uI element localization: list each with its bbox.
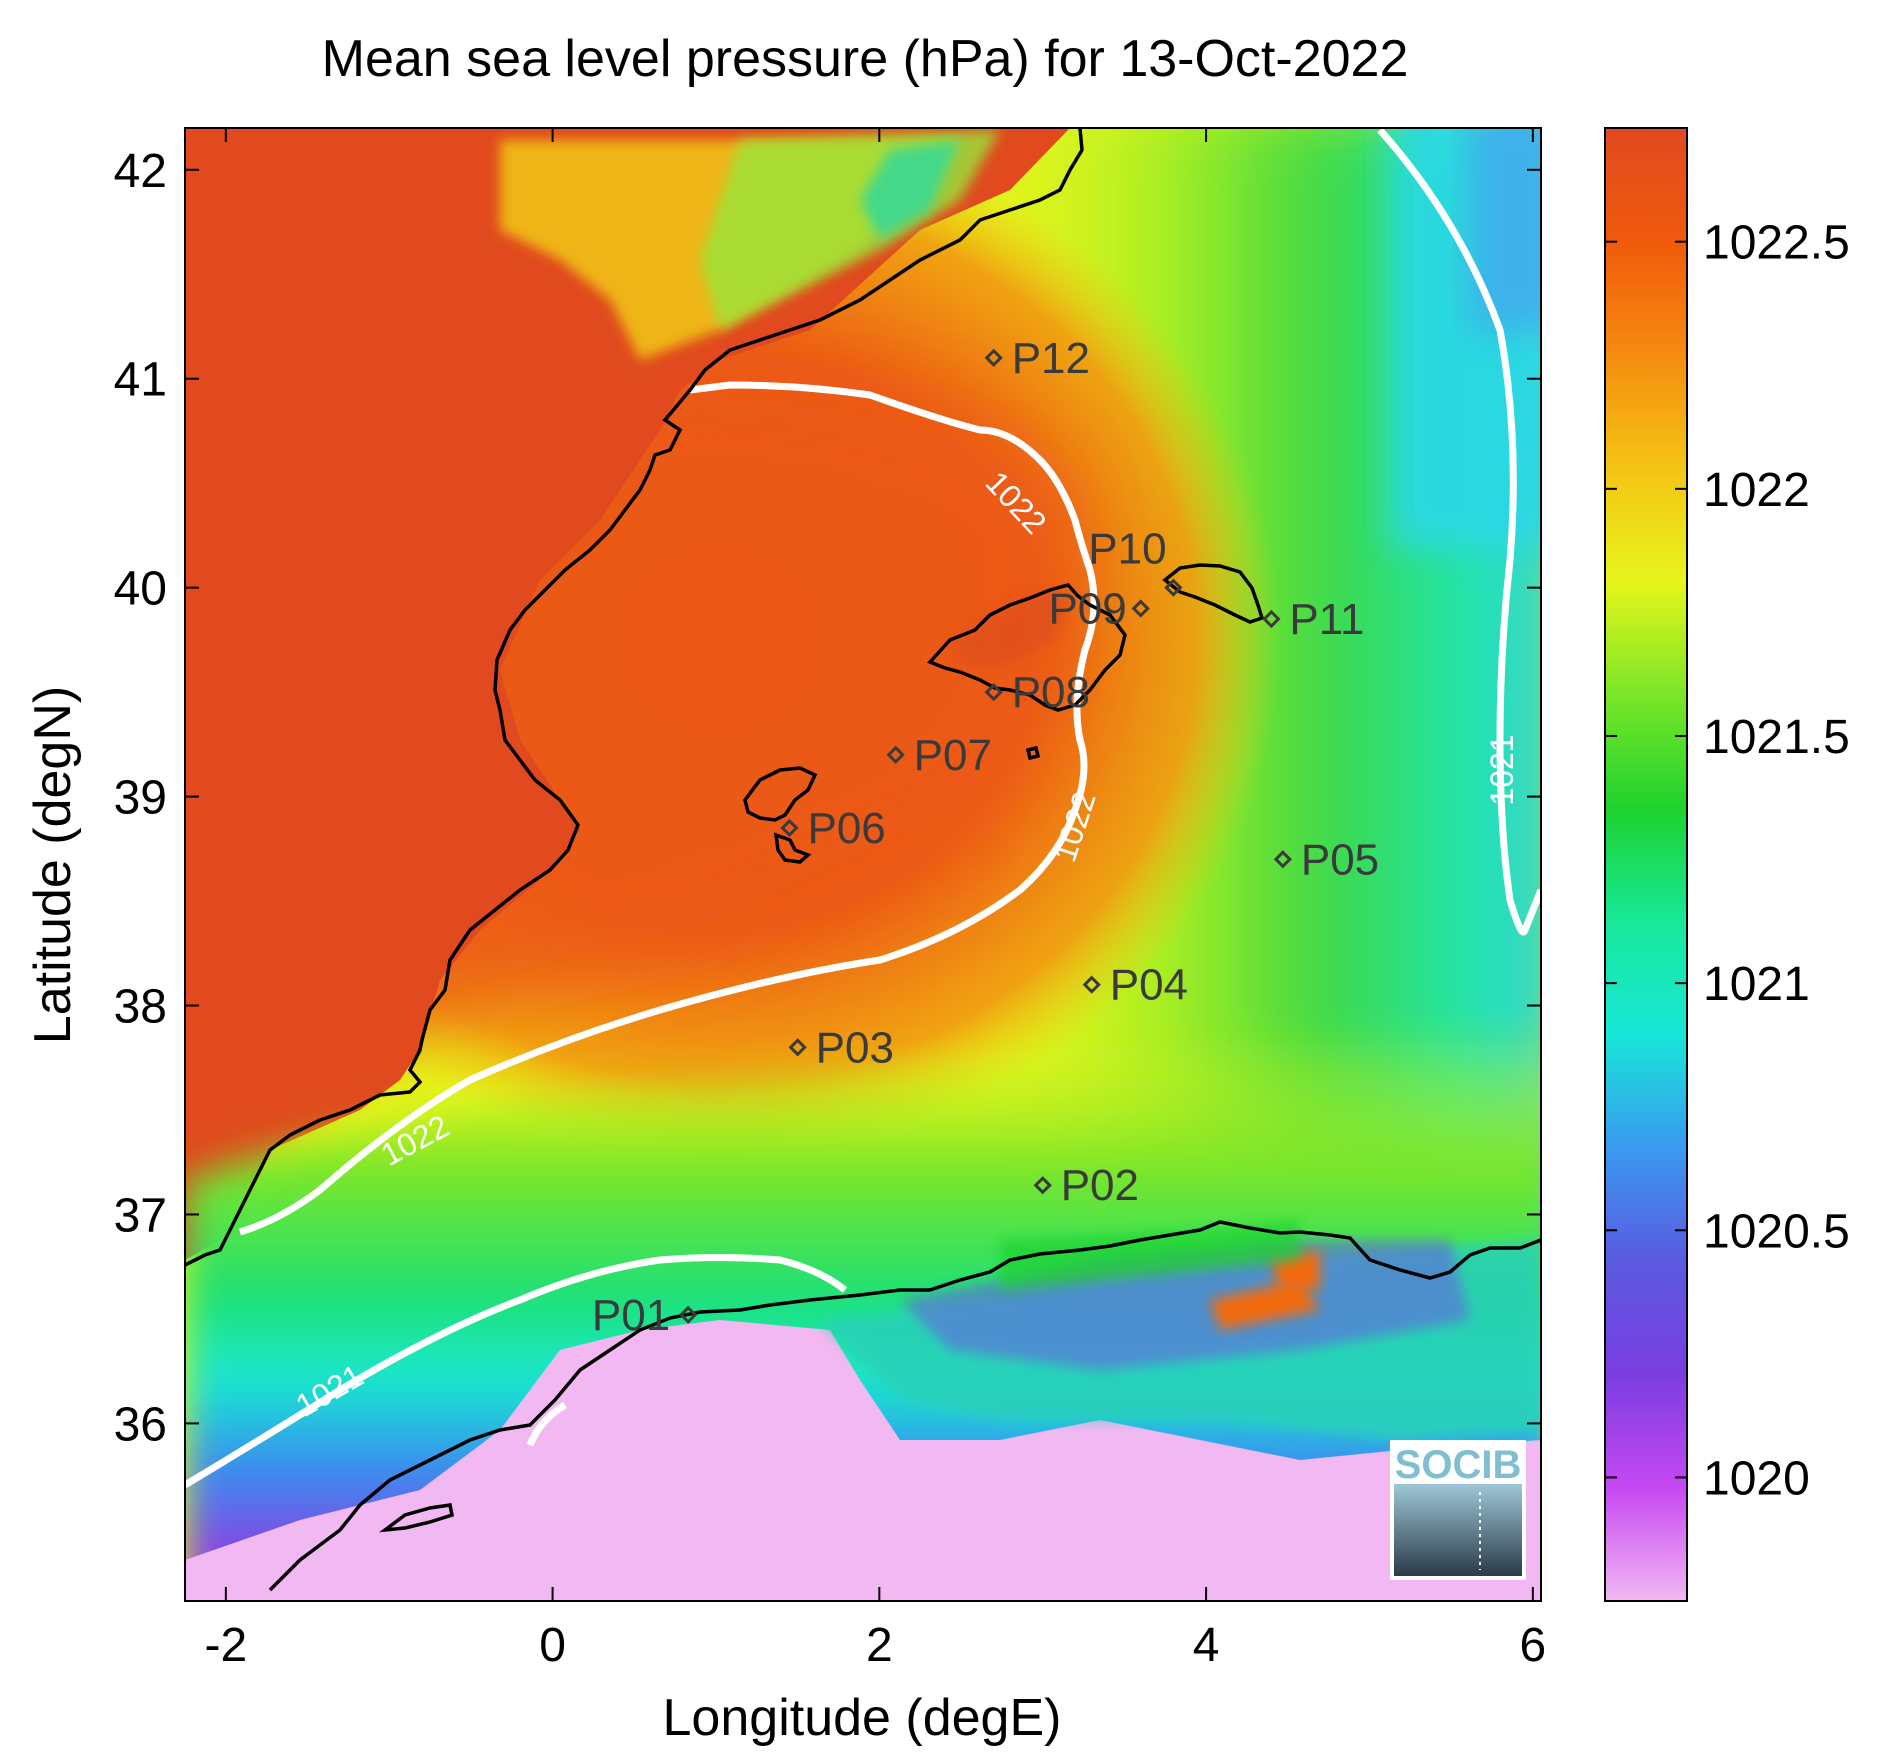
x-tick-label: 4 bbox=[1193, 1619, 1220, 1672]
station-marker bbox=[1082, 975, 1101, 994]
x-tick-label: 0 bbox=[539, 1619, 566, 1672]
colorbar-tick-label: 1021 bbox=[1703, 958, 1810, 1011]
y-axis-label: Latitude (degN) bbox=[24, 686, 82, 1044]
station-marker bbox=[1164, 578, 1183, 597]
y-tick-label: 37 bbox=[114, 1189, 167, 1242]
socib-logo: SOCIB bbox=[1390, 1440, 1526, 1580]
y-tick-label: 39 bbox=[114, 772, 167, 825]
station-label: P08 bbox=[1012, 668, 1090, 717]
y-tick-label: 42 bbox=[114, 145, 167, 198]
y-tick-label: 38 bbox=[114, 981, 167, 1034]
socib-logo-text: SOCIB bbox=[1395, 1443, 1522, 1487]
station-marker bbox=[984, 348, 1003, 367]
station-marker bbox=[1033, 1176, 1052, 1195]
station-label: P05 bbox=[1301, 835, 1379, 884]
contour-1021-west-stub bbox=[526, 1401, 567, 1447]
contour-1021-east bbox=[1377, 128, 1541, 936]
coastline-iberia bbox=[185, 128, 1084, 1267]
coastline-formentera bbox=[773, 832, 812, 864]
station-label: P04 bbox=[1110, 961, 1188, 1010]
contour-1021-south bbox=[185, 1254, 848, 1489]
station-label: P09 bbox=[1048, 585, 1126, 634]
coastline-cabrera bbox=[1025, 745, 1041, 761]
station-marker bbox=[886, 745, 905, 764]
station-marker bbox=[1273, 850, 1292, 869]
colorbar-tick-label: 1020.5 bbox=[1703, 1205, 1850, 1258]
y-axis: 36 37 38 39 40 41 42 bbox=[114, 145, 1541, 1451]
station-label: P06 bbox=[807, 804, 885, 853]
y-tick-label: 40 bbox=[114, 563, 167, 616]
station-marker bbox=[1131, 599, 1150, 618]
station-marker bbox=[780, 818, 799, 838]
y-tick-label: 41 bbox=[114, 354, 167, 407]
x-tick-label: 6 bbox=[1519, 1619, 1546, 1672]
x-axis: -2 0 2 4 6 bbox=[204, 128, 1546, 1672]
chart-title: Mean sea level pressure (hPa) for 13-Oct… bbox=[322, 30, 1409, 88]
station-label: P01 bbox=[592, 1291, 670, 1340]
colorbar-tick-label: 1022 bbox=[1703, 464, 1810, 517]
coastline-ibiza bbox=[743, 766, 818, 822]
plot-frame bbox=[184, 127, 1542, 1602]
station-marker bbox=[1262, 609, 1281, 629]
colorbar-tick-label: 1021.5 bbox=[1703, 711, 1850, 764]
station-label: P03 bbox=[816, 1023, 894, 1072]
coastline-africa-islet bbox=[378, 1503, 455, 1533]
coastline-menorca bbox=[1162, 563, 1265, 624]
station-label: P02 bbox=[1061, 1161, 1139, 1210]
station-marker bbox=[984, 683, 1003, 702]
colorbar-tick-label: 1022.5 bbox=[1703, 217, 1850, 270]
contour-1022-main bbox=[238, 381, 1098, 1236]
station-label: P12 bbox=[1012, 334, 1090, 383]
station-label: P07 bbox=[914, 731, 992, 780]
contour-label-1021-east: 1021 bbox=[1484, 734, 1520, 805]
colorbar bbox=[1604, 127, 1688, 1602]
station-marker bbox=[679, 1305, 698, 1324]
x-tick-label: -2 bbox=[204, 1619, 247, 1672]
y-tick-label: 36 bbox=[114, 1398, 167, 1451]
coastline-north-africa bbox=[268, 1220, 1541, 1592]
contour-lines bbox=[185, 128, 1541, 1489]
x-axis-label: Longitude (degE) bbox=[663, 1689, 1062, 1747]
station-markers: P01 P02 P03 P04 P05 P06 P07 P08 P09 P10 P11 P12 bbox=[592, 334, 1379, 1340]
station-marker bbox=[788, 1038, 807, 1057]
x-tick-label: 2 bbox=[866, 1619, 893, 1672]
station-label: P10 bbox=[1088, 525, 1166, 574]
colorbar-tick-label: 1020 bbox=[1703, 1452, 1810, 1505]
colorbar-ticks: 1020 1020.5 1021 1021.5 1022 1022.5 bbox=[1605, 217, 1850, 1505]
station-label: P11 bbox=[1289, 595, 1364, 644]
